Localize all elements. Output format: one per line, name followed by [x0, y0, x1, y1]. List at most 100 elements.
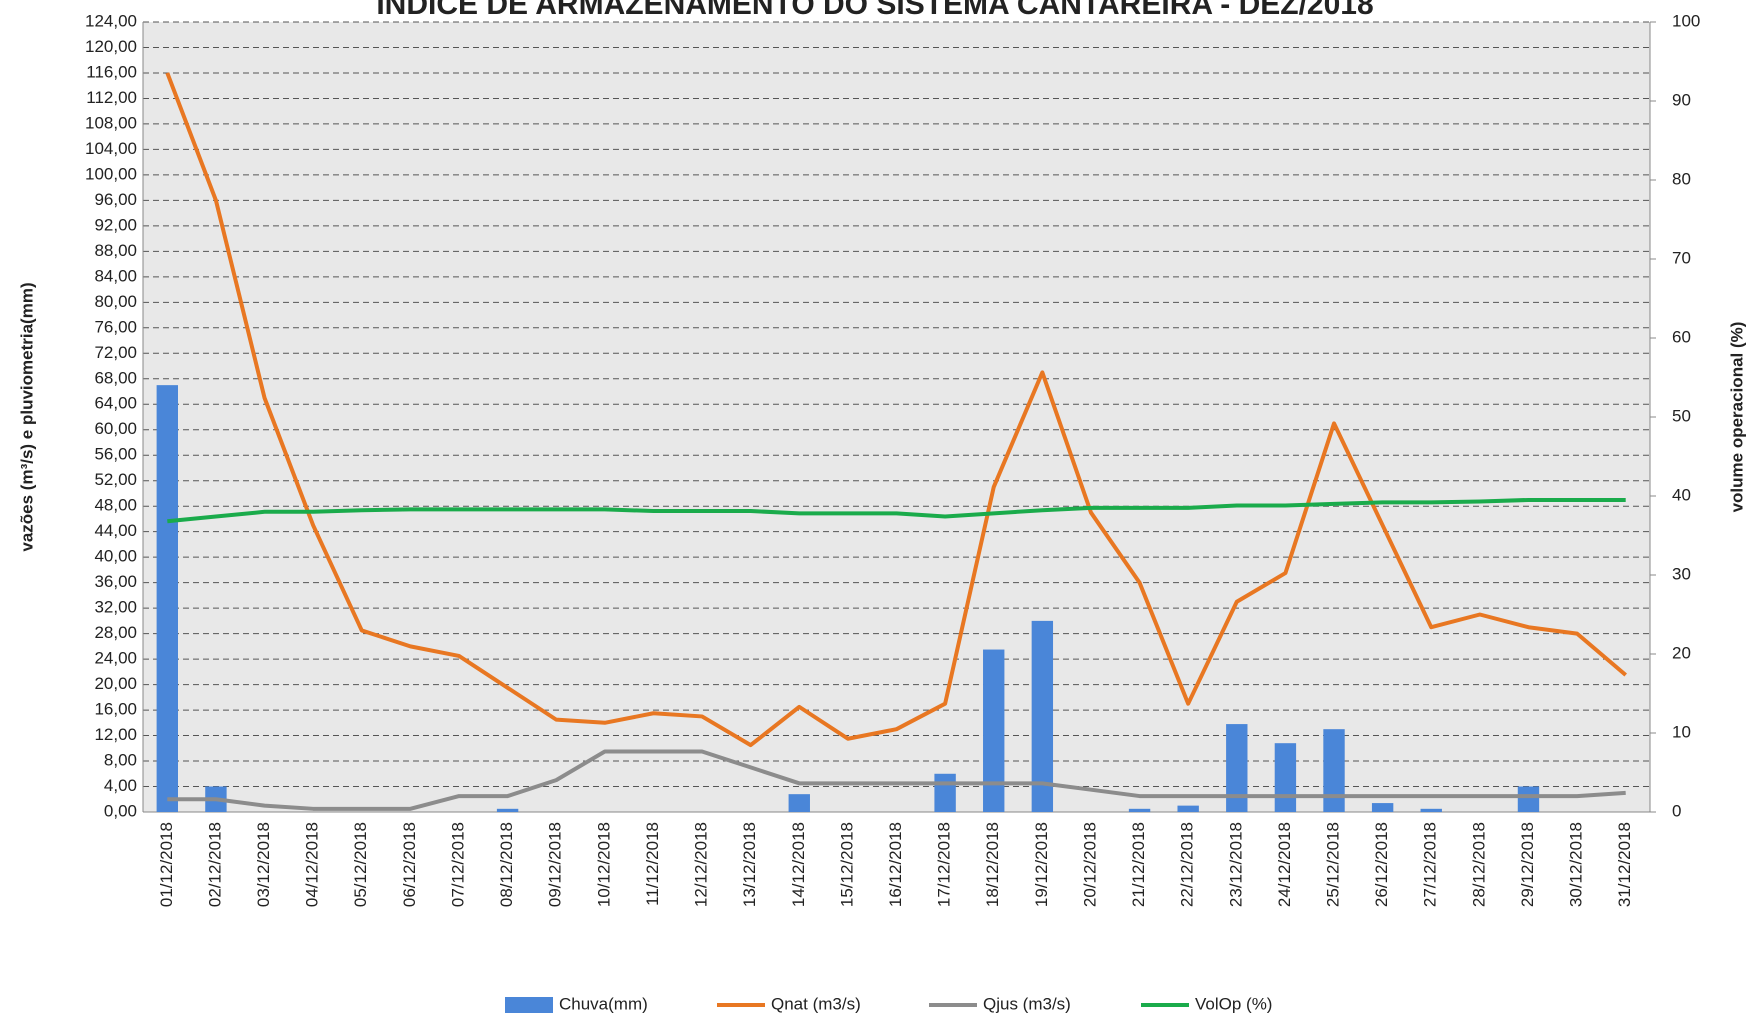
bar — [983, 649, 1005, 812]
y-tick-label: 4,00 — [104, 776, 137, 795]
y2-tick-label: 60 — [1672, 327, 1691, 346]
y2-tick-label: 20 — [1672, 643, 1691, 662]
bar — [1323, 729, 1345, 812]
x-tick-label: 23/12/2018 — [1226, 822, 1245, 907]
y-tick-label: 68,00 — [94, 368, 137, 387]
x-tick-label: 05/12/2018 — [351, 822, 370, 907]
y-tick-label: 108,00 — [85, 113, 137, 132]
y-tick-label: 36,00 — [94, 572, 137, 591]
y-tick-label: 24,00 — [94, 649, 137, 668]
y-tick-label: 84,00 — [94, 266, 137, 285]
x-tick-label: 12/12/2018 — [692, 822, 711, 907]
y-axis-label: vazões (m³/s) e pluviometria(mm) — [17, 282, 36, 551]
y2-tick-label: 70 — [1672, 248, 1691, 267]
bar — [1031, 620, 1054, 812]
y-tick-label: 40,00 — [94, 547, 137, 566]
x-tick-label: 10/12/2018 — [594, 822, 613, 907]
x-tick-label: 27/12/2018 — [1421, 822, 1440, 907]
y-tick-label: 100,00 — [85, 164, 137, 183]
x-tick-label: 24/12/2018 — [1275, 822, 1294, 907]
bar — [1226, 724, 1248, 812]
chart-title: ÍNDICE DE ARMAZENAMENTO DO SISTEMA CANTA… — [376, 0, 1373, 21]
y-tick-label: 16,00 — [94, 700, 137, 719]
y-tick-label: 76,00 — [94, 317, 137, 336]
y-tick-label: 12,00 — [94, 725, 137, 744]
y-tick-label: 20,00 — [94, 674, 137, 693]
bar — [788, 794, 810, 812]
x-tick-label: 11/12/2018 — [643, 822, 662, 906]
y-tick-label: 32,00 — [94, 598, 137, 617]
x-tick-label: 29/12/2018 — [1518, 822, 1537, 907]
y-tick-label: 96,00 — [94, 190, 137, 209]
y2-tick-label: 80 — [1672, 169, 1691, 188]
x-tick-label: 18/12/2018 — [983, 822, 1002, 907]
legend-swatch — [505, 997, 553, 1013]
bar — [1420, 808, 1442, 812]
x-tick-label: 16/12/2018 — [886, 822, 905, 907]
y2-tick-label: 0 — [1672, 801, 1681, 820]
x-tick-label: 17/12/2018 — [935, 822, 954, 907]
y-tick-label: 48,00 — [94, 496, 137, 515]
line — [165, 72, 1627, 748]
x-tick-label: 15/12/2018 — [837, 822, 856, 907]
y-tick-label: 88,00 — [94, 241, 137, 260]
x-tick-label: 22/12/2018 — [1178, 822, 1197, 907]
y2-axis-label: volume operacional (%) — [1727, 322, 1746, 513]
bar — [1371, 803, 1394, 812]
x-tick-label: 28/12/2018 — [1469, 822, 1488, 907]
x-tick-label: 09/12/2018 — [546, 822, 565, 907]
x-tick-label: 19/12/2018 — [1032, 822, 1051, 907]
bar — [1517, 786, 1540, 812]
x-tick-label: 08/12/2018 — [497, 822, 516, 907]
y-tick-label: 124,00 — [85, 11, 137, 30]
y2-tick-label: 10 — [1672, 722, 1691, 741]
y-tick-label: 112,00 — [86, 88, 137, 107]
y-tick-label: 72,00 — [94, 343, 137, 362]
bar — [1177, 805, 1199, 812]
x-tick-label: 04/12/2018 — [303, 822, 322, 907]
legend-label: VolOp (%) — [1195, 994, 1272, 1013]
y-tick-label: 56,00 — [94, 445, 137, 464]
y2-tick-label: 30 — [1672, 564, 1691, 583]
bar — [156, 385, 179, 812]
y-tick-label: 104,00 — [85, 139, 137, 158]
bar — [496, 808, 519, 812]
line — [167, 497, 1626, 524]
x-tick-label: 03/12/2018 — [254, 822, 273, 907]
x-tick-label: 26/12/2018 — [1372, 822, 1391, 907]
line — [167, 749, 1626, 811]
legend-label: Qjus (m3/s) — [983, 994, 1071, 1013]
x-tick-label: 31/12/2018 — [1615, 822, 1634, 907]
y-tick-label: 60,00 — [94, 419, 137, 438]
plot-background — [143, 22, 1650, 812]
legend-label: Qnat (m3/s) — [771, 994, 861, 1013]
x-tick-label: 01/12/2018 — [157, 822, 176, 907]
bar — [1128, 808, 1151, 812]
x-tick-label: 30/12/2018 — [1567, 822, 1586, 907]
y-tick-label: 80,00 — [94, 292, 137, 311]
x-tick-label: 02/12/2018 — [205, 822, 224, 907]
legend-label: Chuva(mm) — [559, 994, 648, 1013]
y-tick-label: 92,00 — [94, 215, 137, 234]
x-tick-label: 25/12/2018 — [1324, 822, 1343, 907]
x-tick-label: 21/12/2018 — [1129, 822, 1148, 907]
y-tick-label: 44,00 — [94, 521, 137, 540]
y2-tick-label: 100 — [1672, 11, 1700, 30]
y2-tick-label: 90 — [1672, 90, 1691, 109]
bar — [1274, 743, 1297, 812]
x-tick-label: 13/12/2018 — [740, 822, 759, 907]
y-tick-label: 28,00 — [94, 623, 137, 642]
y-tick-label: 0,00 — [104, 801, 137, 820]
x-tick-label: 20/12/2018 — [1080, 822, 1099, 907]
x-tick-label: 14/12/2018 — [789, 822, 808, 907]
y2-tick-label: 50 — [1672, 406, 1691, 425]
y-tick-label: 64,00 — [94, 394, 137, 413]
y-tick-label: 116,00 — [86, 62, 137, 81]
x-tick-label: 07/12/2018 — [448, 822, 467, 907]
x-tick-label: 06/12/2018 — [400, 822, 419, 907]
y-tick-label: 120,00 — [85, 37, 137, 56]
y-tick-label: 8,00 — [104, 751, 137, 770]
y-tick-label: 52,00 — [94, 470, 137, 489]
y2-tick-label: 40 — [1672, 485, 1691, 504]
